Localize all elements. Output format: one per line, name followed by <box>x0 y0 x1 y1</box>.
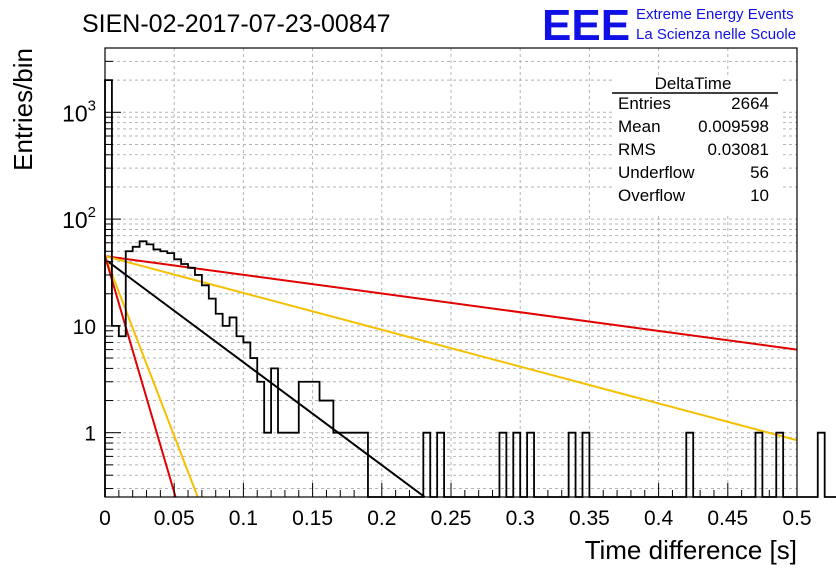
y-tick-label: 102 <box>62 204 96 233</box>
fit-line-3 <box>104 258 426 498</box>
x-tick-label: 0.05 <box>154 507 195 530</box>
y-tick-label: 10 <box>73 316 96 339</box>
x-tick-label: 0.45 <box>707 507 748 530</box>
stats-box-background <box>612 75 780 213</box>
axis-ticks <box>104 47 798 497</box>
stats-label-mean: Mean <box>618 117 661 136</box>
stats-label-overflow: Overflow <box>618 186 686 205</box>
stats-value-rms: 0.03081 <box>708 140 769 159</box>
logo-subtitle-line1: Extreme Energy Events <box>636 6 794 23</box>
fit-lines <box>104 255 798 498</box>
x-tick-label: 0.4 <box>644 507 674 530</box>
stats-value-entries: 2664 <box>731 94 769 113</box>
x-tick-label: 0.25 <box>431 507 472 530</box>
stats-box: DeltaTime Entries 2664 Mean 0.009598 RMS… <box>612 74 780 213</box>
stats-box-title: DeltaTime <box>655 74 732 93</box>
x-axis-label: Time difference [s] <box>585 535 797 565</box>
y-tick-label: 1 <box>84 423 96 446</box>
x-tick-label: 0.5 <box>782 507 811 530</box>
fit-line-4 <box>104 255 199 498</box>
stats-value-mean: 0.009598 <box>698 117 769 136</box>
x-tick-label: 0.3 <box>506 507 535 530</box>
x-tick-label: 0.15 <box>292 507 333 530</box>
fit-line-5 <box>104 255 177 498</box>
x-tick-label: 0.2 <box>367 507 396 530</box>
stats-label-entries: Entries <box>618 94 671 113</box>
fit-line-2 <box>104 255 798 442</box>
fit-line-1 <box>104 255 798 351</box>
stats-label-rms: RMS <box>618 140 656 159</box>
x-tick-label: 0.1 <box>229 507 258 530</box>
y-axis-label: Entries/bin <box>8 48 38 171</box>
eee-logo: EEE <box>542 1 630 50</box>
tick-labels: 0 0.05 0.1 0.15 0.2 0.25 0.3 0.35 0.4 0.45 0.5 1 10 1… <box>62 97 812 530</box>
logo-subtitle-line2: La Scienza nelle Scuole <box>636 26 796 43</box>
run-title: SIEN-02-2017-07-23-00847 <box>82 10 391 38</box>
y-tick-label: 103 <box>62 97 96 126</box>
stats-value-underflow: 56 <box>750 163 769 182</box>
x-tick-label: 0.35 <box>569 507 610 530</box>
stats-value-overflow: 10 <box>750 186 769 205</box>
x-tick-label: 0 <box>99 507 111 530</box>
stats-label-underflow: Underflow <box>618 163 695 182</box>
